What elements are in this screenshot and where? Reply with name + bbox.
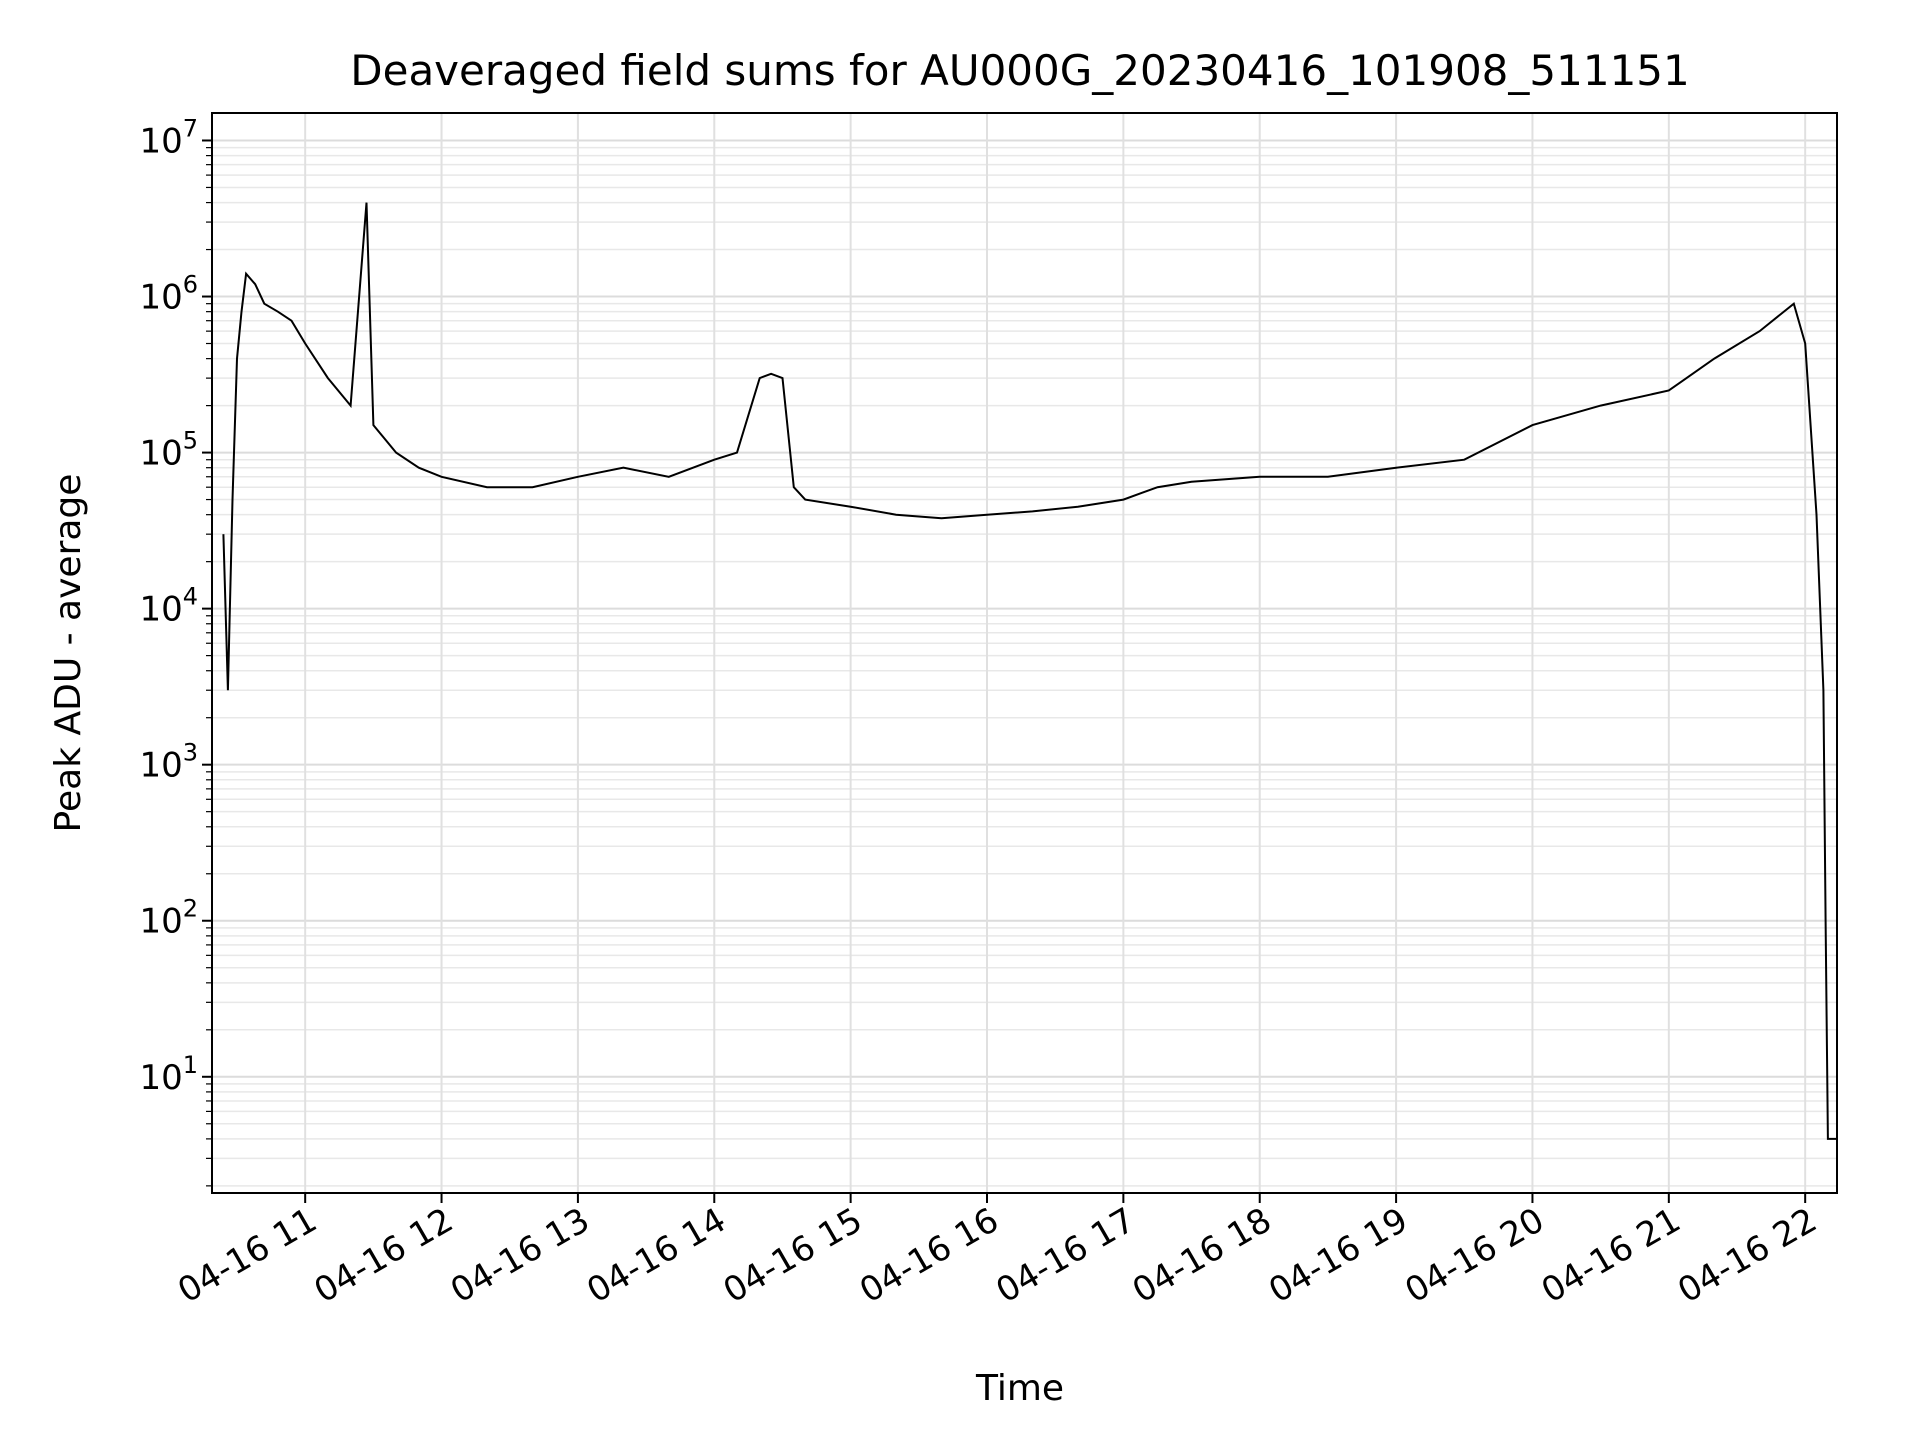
x-tick-label: 04-16 22 [1671, 1200, 1823, 1311]
x-tick-label: 04-16 19 [1262, 1200, 1414, 1311]
y-tick-label: 107 [139, 114, 198, 161]
x-tick-label: 04-16 17 [989, 1200, 1141, 1311]
plot-frame [211, 112, 1838, 1194]
y-tick-label: 103 [139, 739, 198, 786]
y-tick-label: 101 [139, 1051, 198, 1098]
x-tick-label: 04-16 16 [853, 1200, 1005, 1311]
x-tick-label: 04-16 20 [1399, 1200, 1551, 1311]
y-axis-label: Peak ADU - average [48, 474, 89, 833]
y-tick-label: 106 [139, 271, 198, 318]
y-tick-label: 105 [139, 427, 198, 474]
x-tick-label: 04-16 14 [580, 1200, 732, 1311]
y-axis: 101 102 103 104 105 106 107 [139, 114, 212, 1187]
x-tick-label: 04-16 12 [308, 1200, 460, 1311]
series-line [222, 202, 1837, 1140]
y-tick-label: 104 [139, 583, 198, 630]
plot-area [222, 202, 1837, 1140]
x-tick-label: 04-16 13 [444, 1200, 596, 1311]
y-tick-label: 102 [139, 895, 198, 942]
x-tick-label: 04-16 18 [1126, 1200, 1278, 1311]
x-tick-label: 04-16 11 [171, 1200, 323, 1311]
grid-minor [212, 146, 1837, 1187]
x-tick-label: 04-16 15 [717, 1200, 869, 1311]
x-axis-label: Time [975, 1368, 1064, 1409]
grid-major [212, 113, 1837, 1193]
chart-title: Deaveraged field sums for AU000G_2023041… [350, 46, 1689, 95]
x-tick-label: 04-16 21 [1535, 1200, 1687, 1311]
